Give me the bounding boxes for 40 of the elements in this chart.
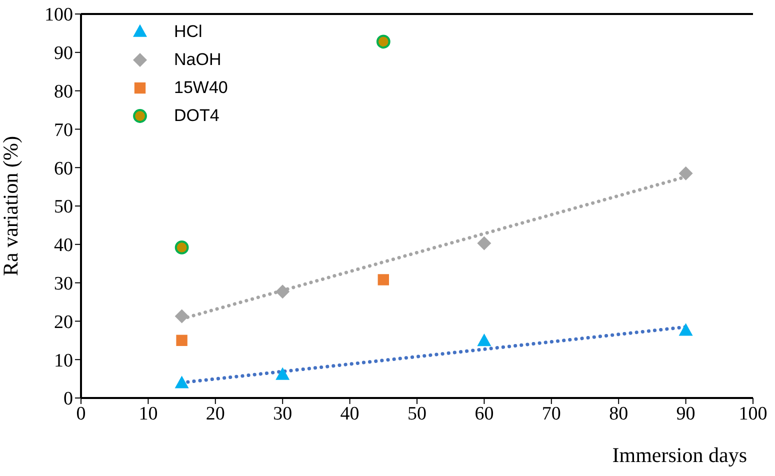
x-tick-label: 80 bbox=[609, 403, 628, 424]
x-axis-title: Immersion days bbox=[612, 443, 747, 467]
point bbox=[176, 334, 188, 346]
x-tick-label: 100 bbox=[738, 403, 768, 424]
x-tick-label: 90 bbox=[676, 403, 696, 424]
point bbox=[174, 376, 189, 388]
y-axis-title: Ra variation (%) bbox=[0, 136, 22, 276]
y-tick-label: 40 bbox=[54, 235, 73, 256]
point bbox=[678, 166, 693, 180]
y-tick-label: 30 bbox=[54, 274, 73, 295]
x-tick-label: 20 bbox=[206, 403, 225, 424]
y-tick-label: 70 bbox=[54, 120, 73, 141]
legend-label: DOT4 bbox=[174, 106, 220, 126]
point bbox=[477, 236, 492, 250]
y-tick-label: 60 bbox=[54, 158, 73, 180]
y-tick-label: 50 bbox=[54, 196, 73, 218]
point bbox=[174, 309, 189, 324]
point bbox=[378, 274, 389, 286]
x-tick-label: 70 bbox=[542, 403, 561, 424]
x-tick-label: 60 bbox=[474, 403, 494, 424]
y-tick-label: 0 bbox=[64, 388, 73, 410]
x-tick-label: 40 bbox=[340, 403, 360, 424]
point bbox=[376, 34, 390, 49]
x-tick-label: 10 bbox=[138, 403, 158, 424]
point bbox=[678, 323, 693, 336]
y-tick-label: 90 bbox=[54, 43, 73, 64]
x-tick-label: 0 bbox=[76, 403, 86, 424]
y-tick-label: 100 bbox=[44, 4, 73, 26]
x-tick-label: 30 bbox=[273, 403, 292, 424]
legend-label: 15W40 bbox=[174, 78, 228, 98]
y-tick-label: 20 bbox=[54, 312, 73, 333]
point bbox=[174, 240, 189, 254]
y-tick-label: 80 bbox=[54, 82, 73, 103]
y-tick-label: 10 bbox=[54, 350, 73, 372]
point bbox=[276, 284, 290, 299]
legend-label: HCl bbox=[174, 22, 202, 42]
point bbox=[477, 333, 492, 346]
point bbox=[276, 367, 290, 380]
legend-label: NaOH bbox=[174, 50, 222, 70]
x-tick-label: 50 bbox=[408, 403, 426, 424]
